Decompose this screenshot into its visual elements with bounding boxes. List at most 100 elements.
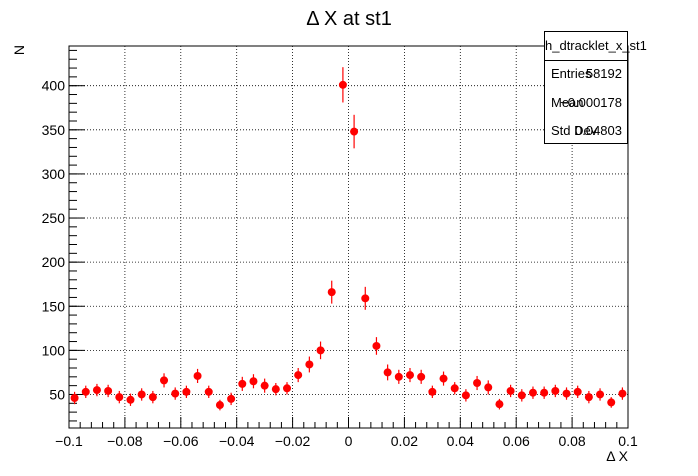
y-tick-label: 250 xyxy=(42,210,66,226)
marker xyxy=(417,372,426,381)
marker xyxy=(227,394,236,403)
data-point xyxy=(573,385,582,399)
x-tick-label: 0.08 xyxy=(558,433,585,449)
marker xyxy=(160,376,169,385)
data-point xyxy=(439,371,448,386)
marker xyxy=(215,401,224,410)
marker xyxy=(171,389,180,398)
marker xyxy=(495,400,504,409)
data-point xyxy=(562,387,571,400)
marker xyxy=(506,386,515,395)
x-tick-label: −0.1 xyxy=(55,433,83,449)
data-point xyxy=(182,385,191,399)
data-point xyxy=(383,364,392,381)
entries-value: 58192 xyxy=(585,66,622,81)
marker xyxy=(428,387,437,396)
data-point xyxy=(417,369,426,384)
data-point xyxy=(506,384,515,398)
marker xyxy=(249,377,258,386)
marker xyxy=(260,381,269,390)
entries-row: Entries 58192 xyxy=(551,66,622,86)
marker xyxy=(81,387,90,396)
data-point xyxy=(350,114,359,149)
x-axis-label: Δ X xyxy=(606,448,628,464)
y-axis-label: N xyxy=(11,45,27,55)
marker xyxy=(305,360,314,369)
marker xyxy=(473,379,482,388)
chart-title: Δ X at st1 xyxy=(306,8,392,30)
data-point xyxy=(428,385,437,399)
data-point xyxy=(249,374,258,389)
marker xyxy=(327,288,336,297)
y-tick-label: 400 xyxy=(42,78,66,94)
data-point xyxy=(540,386,549,399)
data-point xyxy=(517,389,526,402)
y-tick-label: 300 xyxy=(42,166,66,182)
x-tick-label: −0.08 xyxy=(107,433,143,449)
data-point xyxy=(584,390,593,404)
y-tick-label: 350 xyxy=(42,122,66,138)
marker xyxy=(484,383,493,392)
marker xyxy=(361,294,370,303)
marker xyxy=(540,388,549,397)
data-point xyxy=(461,389,470,402)
data-point xyxy=(81,385,90,399)
marker xyxy=(238,379,247,388)
data-point xyxy=(618,387,627,400)
marker xyxy=(148,393,157,402)
x-tick-label: 0.1 xyxy=(618,433,638,449)
data-point xyxy=(148,390,157,404)
data-points xyxy=(70,67,627,411)
mean-value: −0.000178 xyxy=(560,95,622,110)
data-point xyxy=(372,337,381,355)
marker xyxy=(439,374,448,383)
x-tick-label: −0.02 xyxy=(275,433,311,449)
data-point xyxy=(204,385,213,399)
marker xyxy=(584,393,593,402)
data-point xyxy=(316,341,325,360)
mean-row: Mean −0.000178 xyxy=(551,95,622,115)
marker xyxy=(115,393,124,402)
y-tick-label: 100 xyxy=(42,342,66,358)
marker xyxy=(517,391,526,400)
marker xyxy=(450,384,459,393)
marker xyxy=(528,388,537,397)
marker xyxy=(405,371,414,380)
marker xyxy=(137,390,146,399)
marker xyxy=(338,80,347,89)
x-tick-label: 0 xyxy=(345,433,353,449)
histogram-name: h_dtracklet_x_st1 xyxy=(545,32,647,61)
marker xyxy=(182,387,191,396)
x-tick-label: 0.02 xyxy=(391,433,418,449)
data-point xyxy=(70,391,79,405)
marker xyxy=(573,387,582,396)
entries-label: Entries xyxy=(551,66,592,81)
marker xyxy=(394,372,403,381)
marker xyxy=(104,386,113,395)
marker xyxy=(551,386,560,395)
data-point xyxy=(528,386,537,399)
data-point xyxy=(115,390,124,404)
data-point xyxy=(338,67,347,103)
marker xyxy=(607,398,616,407)
marker xyxy=(204,387,213,396)
y-tick-label: 150 xyxy=(42,298,66,314)
data-point xyxy=(260,378,269,393)
marker xyxy=(193,371,202,380)
data-point xyxy=(450,382,459,395)
data-point xyxy=(283,382,292,395)
marker xyxy=(126,395,135,404)
marker xyxy=(92,386,101,395)
data-point xyxy=(327,280,336,304)
data-point xyxy=(405,368,414,383)
x-tick-label: 0.04 xyxy=(447,433,474,449)
data-point xyxy=(137,388,146,401)
x-tick-label: 0.06 xyxy=(503,433,530,449)
marker xyxy=(283,384,292,393)
data-point xyxy=(171,387,180,400)
data-point xyxy=(473,375,482,391)
data-point xyxy=(305,356,314,373)
x-tick-label: −0.06 xyxy=(163,433,199,449)
marker xyxy=(562,389,571,398)
